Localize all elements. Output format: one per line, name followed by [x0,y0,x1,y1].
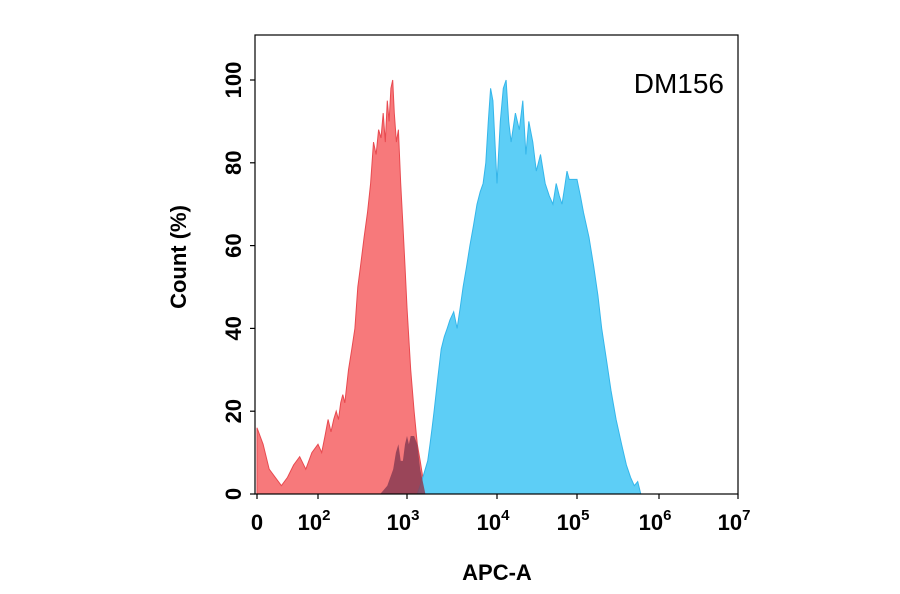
sample-annotation: DM156 [634,68,724,99]
y-tick-label: 0 [221,488,246,500]
histogram-series-2 [416,79,642,495]
y-tick-label: 60 [221,233,246,257]
y-tick-label: 100 [221,62,246,99]
y-tick-label: 40 [221,316,246,340]
x-tick-label: 105 [557,507,590,535]
y-tick-label: 80 [221,151,246,175]
x-tick-label: 106 [639,507,672,535]
x-tick-label: 104 [477,507,510,535]
x-axis: 0 102 103 104 105 106 107 [251,494,751,535]
x-tick-label: 0 [251,510,263,535]
histogram-series-1 [256,79,429,495]
x-axis-title: APC-A [462,560,532,585]
x-tick-label: 107 [718,507,751,535]
histogram-series-3 [380,436,426,494]
x-tick-label: 103 [387,507,420,535]
series-layer [256,79,642,495]
y-axis: 0 20 40 60 80 100 [221,62,255,500]
x-tick-label: 102 [298,507,331,535]
y-axis-title: Count (%) [166,205,191,309]
y-tick-label: 20 [221,399,246,423]
